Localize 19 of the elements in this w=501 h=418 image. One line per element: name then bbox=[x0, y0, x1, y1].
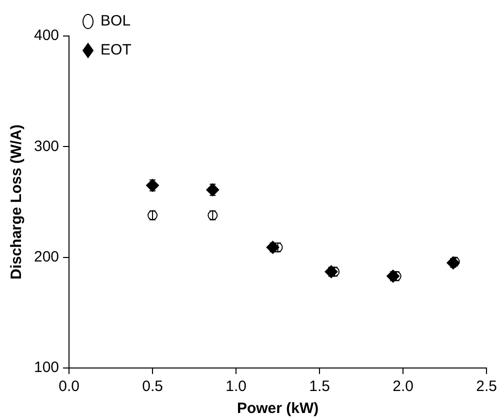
x-tick-label: 0.0 bbox=[58, 378, 80, 396]
point bbox=[266, 240, 280, 254]
point bbox=[446, 256, 460, 270]
x-tick-label: 1.0 bbox=[226, 378, 246, 396]
x-tick-label: 2.5 bbox=[476, 378, 498, 396]
x-tick-label: 1.5 bbox=[309, 378, 330, 396]
legend-label: BOL bbox=[100, 12, 131, 30]
point bbox=[386, 270, 400, 283]
legend-label: EOT bbox=[100, 42, 132, 59]
point bbox=[324, 265, 338, 278]
y-tick-label: 200 bbox=[34, 248, 60, 266]
y-axis-title: Discharge Loss (W/A) bbox=[8, 124, 26, 280]
y-tick-label: 300 bbox=[34, 138, 60, 155]
x-axis-title: Power (kW) bbox=[236, 400, 319, 418]
y-tick-label: 400 bbox=[34, 27, 60, 44]
y-tick-label: 100 bbox=[34, 359, 60, 376]
x-tick-label: 2.0 bbox=[392, 378, 414, 396]
x-tick-label: 0.5 bbox=[142, 378, 163, 396]
point bbox=[206, 183, 220, 196]
